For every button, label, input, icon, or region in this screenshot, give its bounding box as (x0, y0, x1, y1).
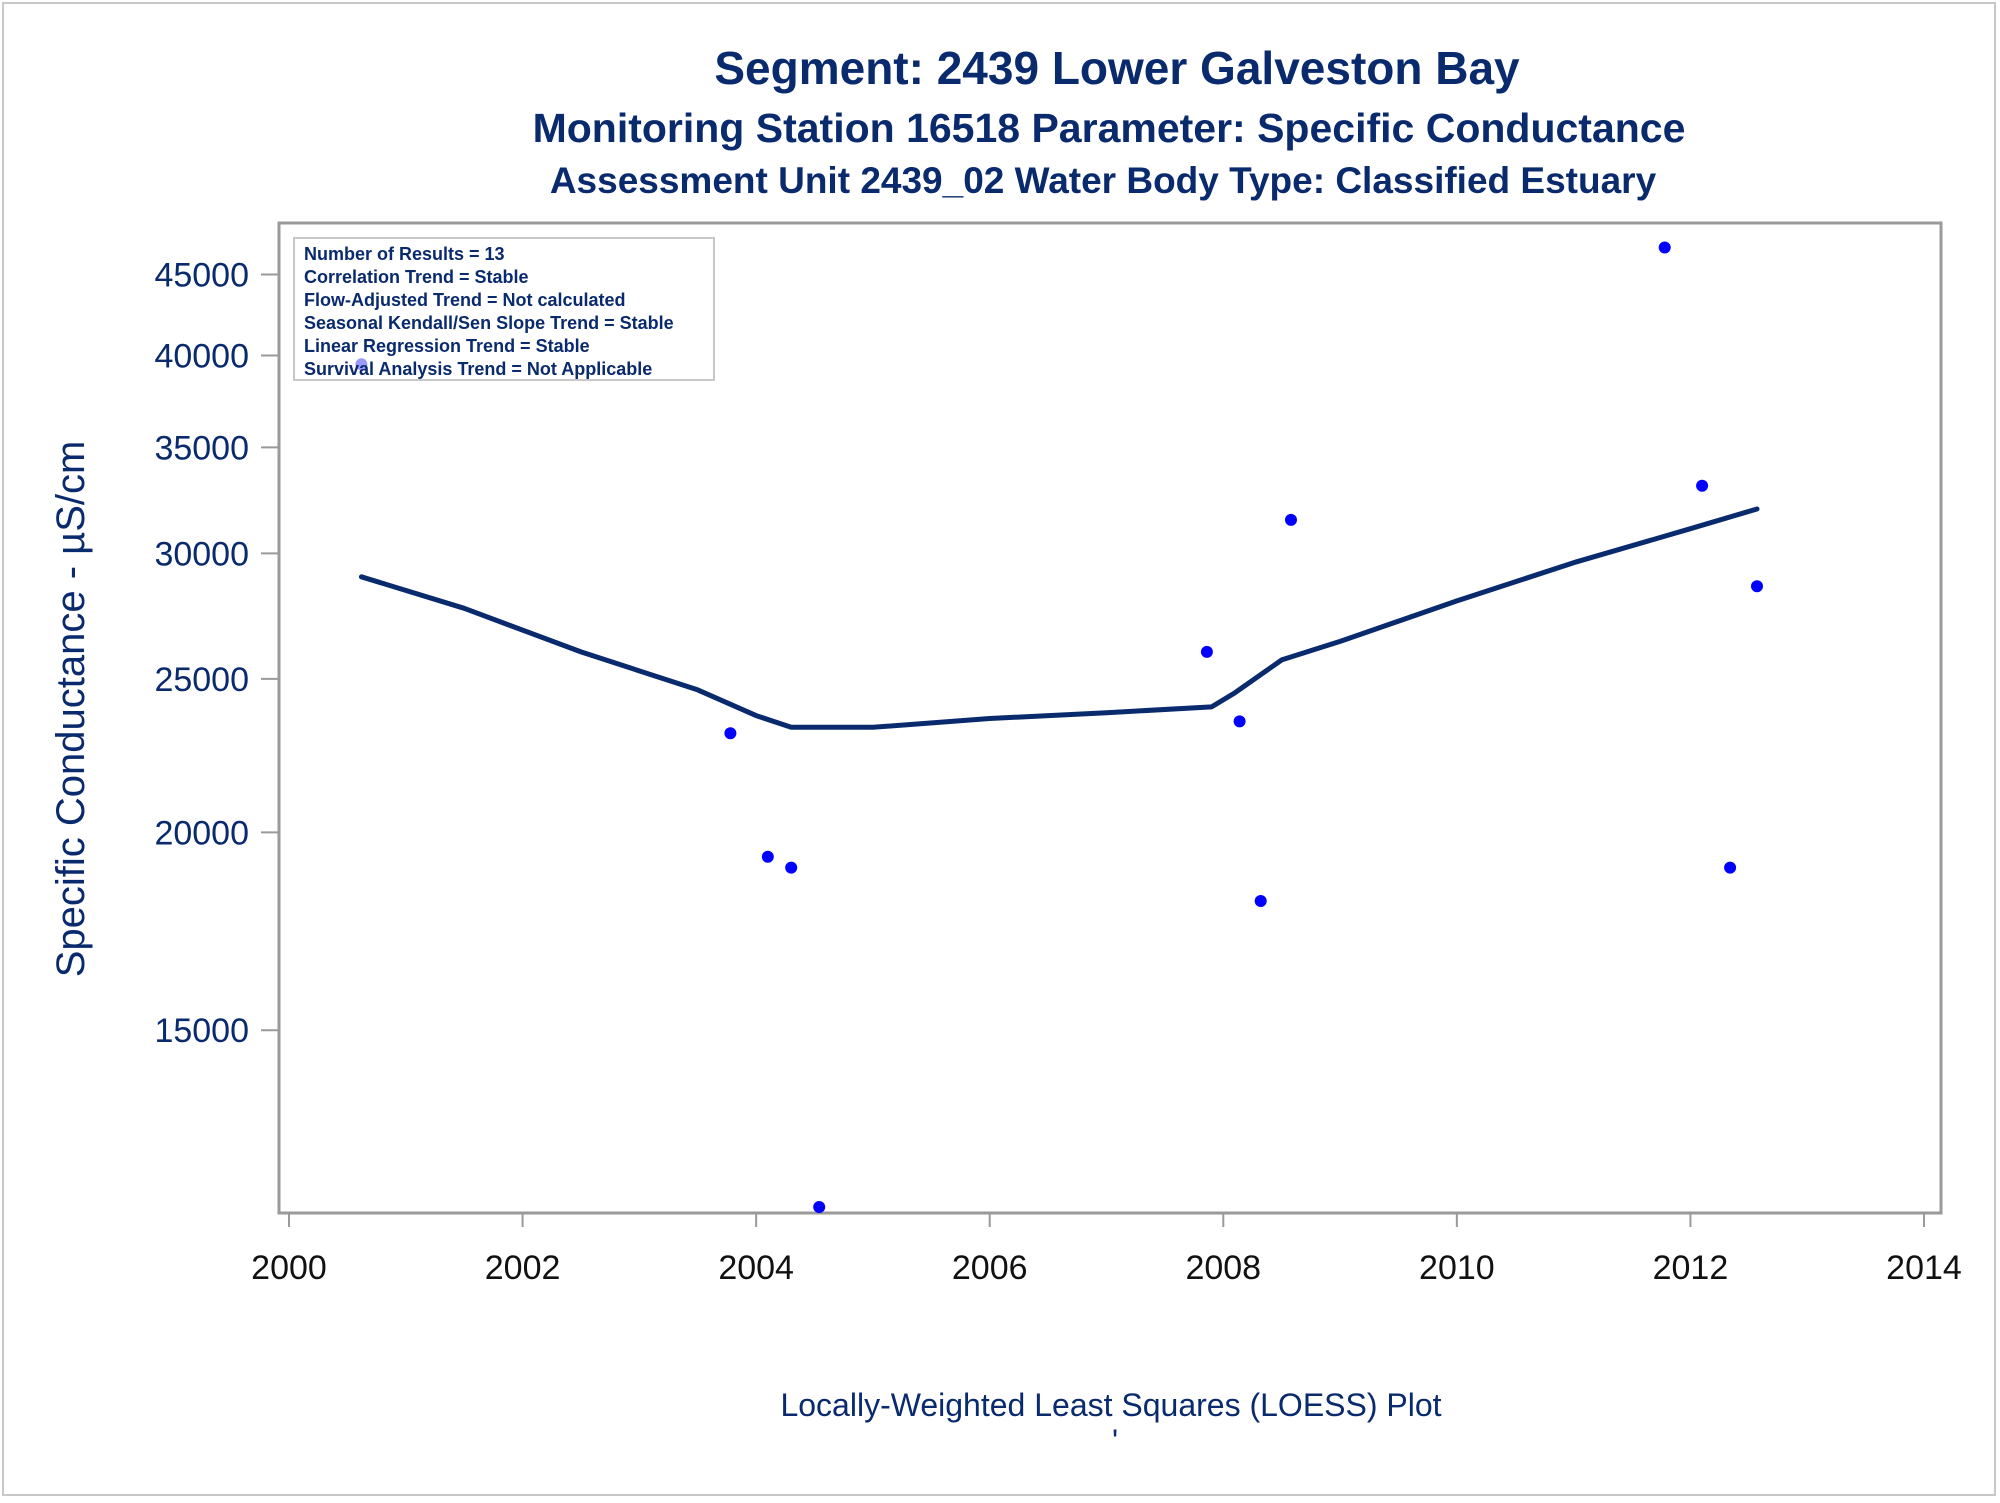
y-tick-label: 20000 (154, 814, 249, 852)
chart-subtitle: Monitoring Station 16518 Parameter: Spec… (533, 105, 1686, 151)
data-point (1254, 895, 1267, 907)
y-tick-label: 35000 (154, 429, 249, 467)
loess-chart: Segment: 2439 Lower Galveston Bay Monito… (49, 42, 1962, 1459)
stat-number-of-results: Number of Results = 13 (304, 244, 505, 264)
x-tick-label: 2002 (485, 1249, 561, 1287)
stats-legend-box (293, 237, 715, 381)
x-tick-label: 2006 (952, 1249, 1028, 1287)
data-point (785, 861, 798, 874)
data-point (1696, 479, 1709, 492)
y-tick-label: 15000 (154, 1012, 249, 1050)
y-tick-label: 30000 (154, 535, 249, 573)
data-marks (355, 241, 1763, 1213)
x-tick-label: 2008 (1185, 1249, 1261, 1287)
data-point (1200, 645, 1213, 658)
stat-linear-regression-trend: Linear Regression Trend = Stable (304, 336, 590, 356)
y-tick-label: 45000 (154, 257, 249, 295)
y-axis-label: Specific Conductance - µS/cm (49, 441, 93, 978)
x-tick-label: 2004 (718, 1249, 794, 1287)
data-point (1658, 241, 1671, 254)
data-point (761, 850, 774, 863)
loess-line (358, 506, 1760, 730)
y-tick-label: 40000 (154, 338, 249, 376)
stat-seasonal-kendall-trend: Seasonal Kendall/Sen Slope Trend = Stabl… (304, 313, 674, 333)
stats-legend: Number of Results = 13 Correlation Trend… (293, 237, 715, 381)
stat-correlation-trend: Correlation Trend = Stable (304, 267, 529, 287)
chart-footnote: Locally-Weighted Least Squares (LOESS) P… (780, 1387, 1441, 1423)
x-tick-label: 2014 (1886, 1249, 1962, 1287)
y-tick-label: 25000 (154, 661, 249, 699)
data-point (1285, 513, 1297, 526)
chart-title: Segment: 2439 Lower Galveston Bay (714, 42, 1520, 94)
x-tick-label: 2000 (251, 1249, 327, 1287)
chart-footnote-mark: ' (1112, 1423, 1118, 1459)
stat-survival-analysis-trend: Survival Analysis Trend = Not Applicable (304, 359, 652, 379)
x-tick-label: 2010 (1419, 1249, 1495, 1287)
chart-subtitle-2: Assessment Unit 2439_02 Water Body Type:… (550, 160, 1657, 201)
data-point (1724, 861, 1737, 874)
stat-flow-adjusted-trend: Flow-Adjusted Trend = Not calculated (304, 290, 626, 310)
data-point (813, 1201, 826, 1213)
data-point (1751, 580, 1763, 593)
x-tick-label: 2012 (1653, 1249, 1729, 1287)
data-point (1233, 715, 1246, 728)
plot-area (277, 221, 1943, 1215)
y-axis: 15000 20000 25000 30000 35000 40000 45000 (154, 257, 279, 1050)
data-point (724, 727, 737, 740)
x-axis: 2000 2002 2004 2006 2008 2010 2012 2014 (251, 1213, 1962, 1287)
